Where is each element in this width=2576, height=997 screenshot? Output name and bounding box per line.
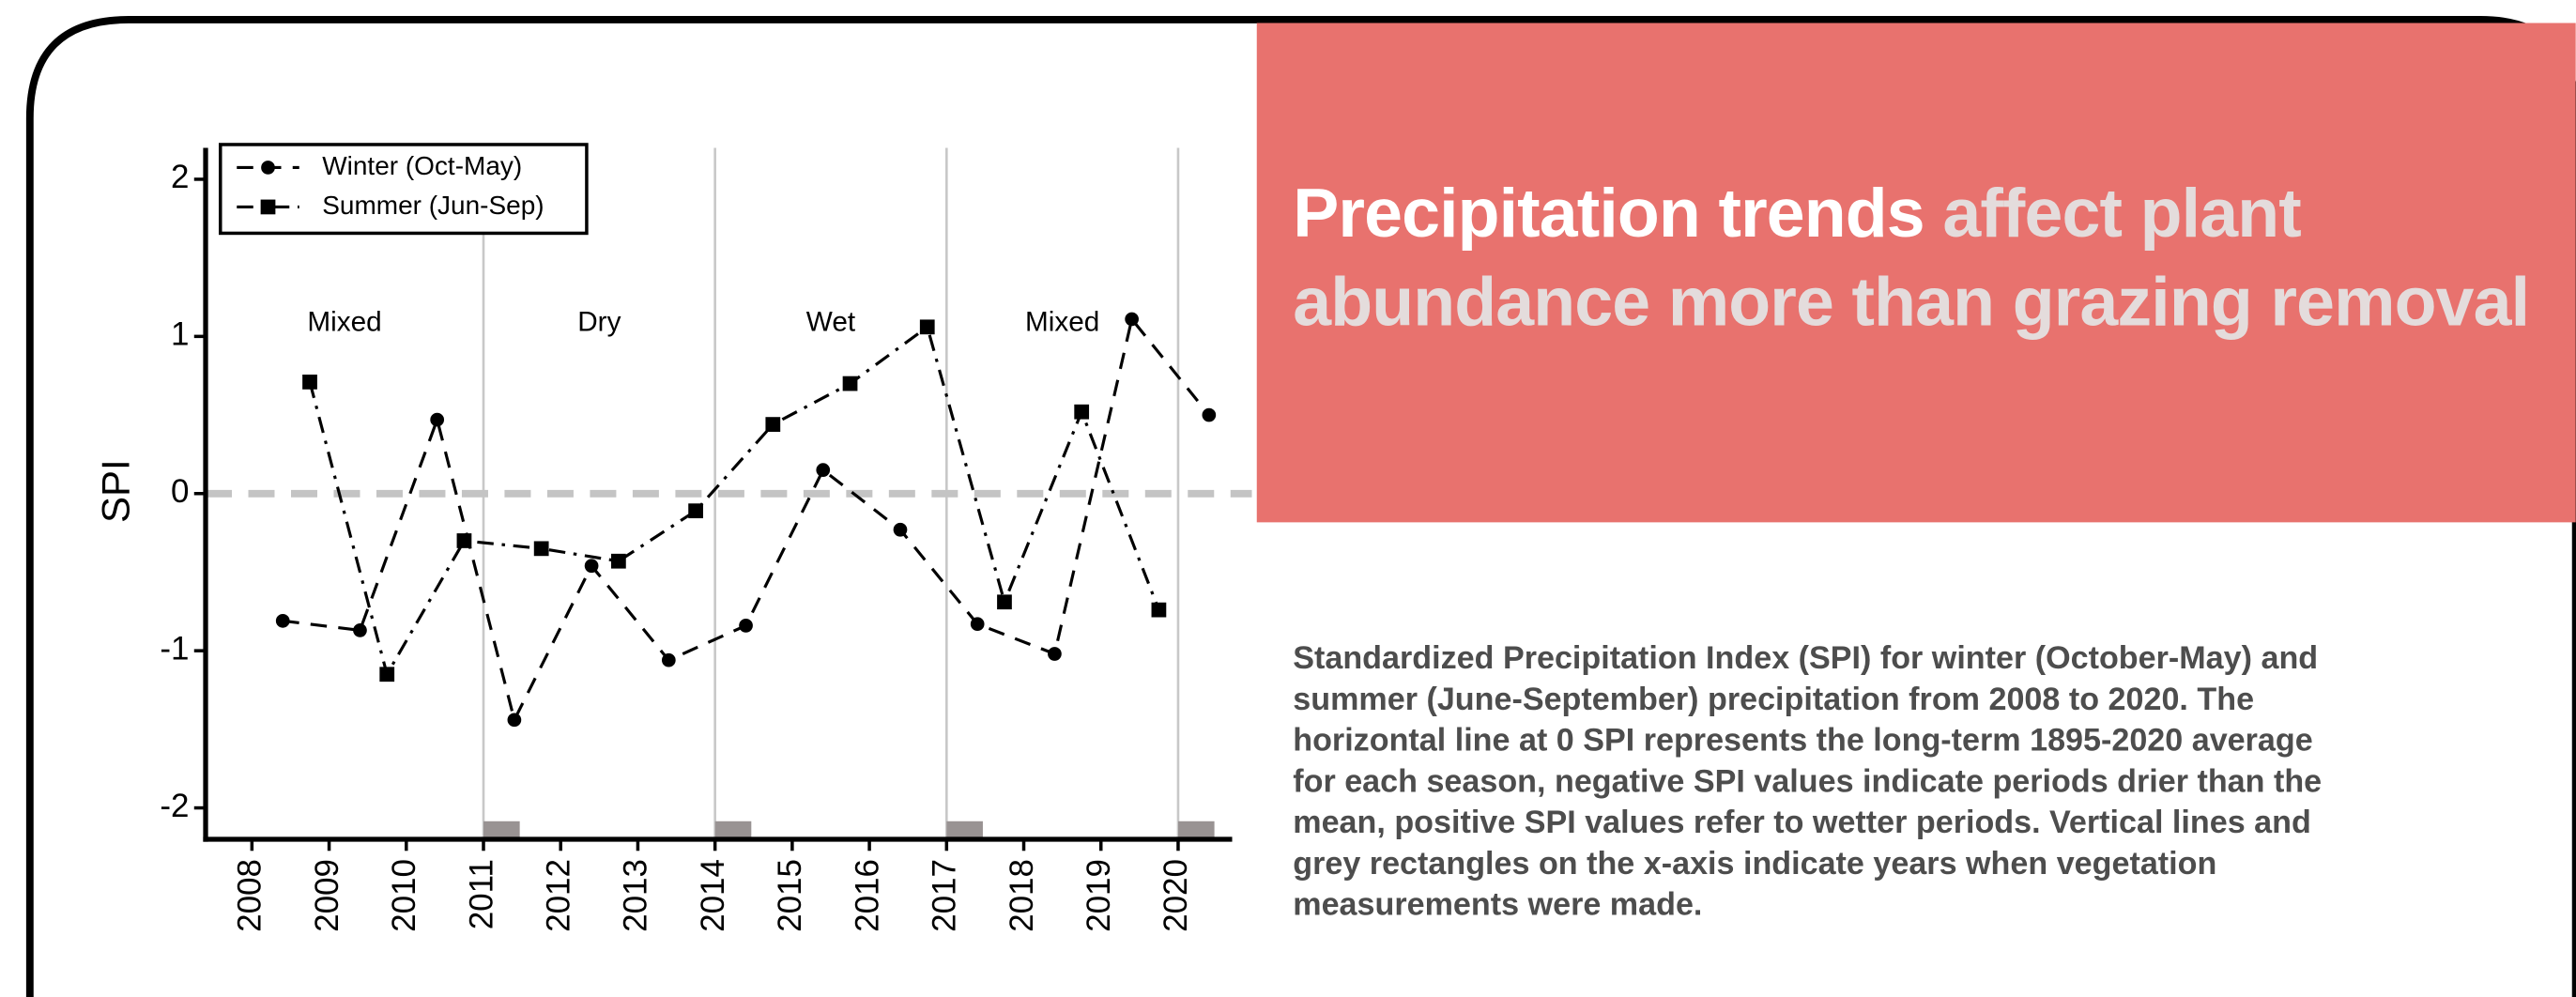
x-tick-label: 2013 — [618, 859, 654, 932]
period-label: Mixed — [307, 307, 381, 338]
x-tick-label: 2015 — [772, 859, 808, 932]
caption-box: Standardized Precipitation Index (SPI) f… — [1293, 640, 2323, 924]
title-box: Precipitation trends affect plant abunda… — [1293, 169, 2575, 346]
marker — [302, 375, 317, 390]
x-tick-label: 2014 — [695, 859, 731, 932]
legend-box — [219, 143, 589, 236]
marker — [379, 667, 395, 683]
marker — [507, 713, 522, 728]
x-tick-label: 2012 — [540, 859, 576, 932]
legend: Winter (Oct-May) Summer (Jun-Sep) — [219, 143, 589, 236]
caption: Standardized Precipitation Index (SPI) f… — [1293, 640, 2323, 924]
marker — [456, 533, 472, 548]
period-label: Wet — [806, 307, 856, 338]
x-tick-label: 2008 — [232, 859, 268, 932]
marker — [1048, 647, 1062, 661]
x-tick-label: 2010 — [386, 859, 422, 932]
y-tick-label: 1 — [171, 316, 189, 353]
marker — [1125, 312, 1139, 327]
title-panel — [1256, 23, 2576, 523]
marker — [661, 652, 676, 667]
x-tick-label: 2011 — [463, 859, 499, 929]
marker — [739, 619, 753, 633]
period-label: Mixed — [1025, 307, 1099, 338]
series-line — [283, 315, 1211, 725]
y-tick-label: 0 — [171, 473, 189, 510]
title-rest: affect plant abundance more than grazing… — [1293, 174, 2530, 341]
y-axis-label: SPI — [93, 459, 137, 523]
marker — [893, 522, 908, 537]
marker — [611, 553, 626, 569]
x-tick-label: 2016 — [849, 859, 885, 932]
title-highlight: Precipitation trends — [1293, 174, 1924, 252]
marker — [261, 161, 275, 175]
measurement-rect — [1177, 821, 1215, 840]
marker — [1151, 602, 1167, 618]
marker — [919, 319, 935, 335]
marker — [970, 617, 985, 632]
marker — [533, 541, 549, 557]
marker — [842, 376, 858, 391]
x-tick-label: 2019 — [1081, 859, 1117, 932]
marker — [816, 463, 831, 477]
x-tick-label: 2009 — [309, 859, 345, 932]
marker — [765, 417, 781, 432]
period-label: Dry — [577, 307, 621, 338]
y-tick-label: -2 — [160, 788, 189, 824]
marker — [260, 199, 276, 215]
marker — [584, 559, 599, 574]
legend-label: Summer (Jun-Sep) — [322, 191, 544, 220]
x-tick-label: 2020 — [1158, 859, 1194, 932]
series-line — [308, 324, 1160, 679]
legend-label: Winter (Oct-May) — [322, 151, 522, 180]
measurement-rect — [714, 821, 752, 840]
marker — [1202, 407, 1217, 422]
plot: Mixed Dry Wet Mixed -2 -1 0 1 2 2008 2009 2010 2011 2… — [160, 143, 1252, 932]
marker — [1074, 404, 1090, 420]
y-tick-label: -1 — [160, 630, 189, 667]
marker — [997, 594, 1012, 610]
marker — [353, 623, 367, 637]
title: Precipitation trends affect plant abunda… — [1293, 169, 2575, 346]
marker — [688, 503, 703, 519]
marker — [430, 412, 445, 427]
x-tick-label: 2018 — [1004, 859, 1040, 932]
marker — [275, 614, 290, 628]
measurement-rect — [483, 821, 520, 840]
measurement-rect — [946, 821, 983, 840]
x-tick-label: 2017 — [927, 859, 963, 932]
y-tick-label: 2 — [171, 159, 189, 195]
